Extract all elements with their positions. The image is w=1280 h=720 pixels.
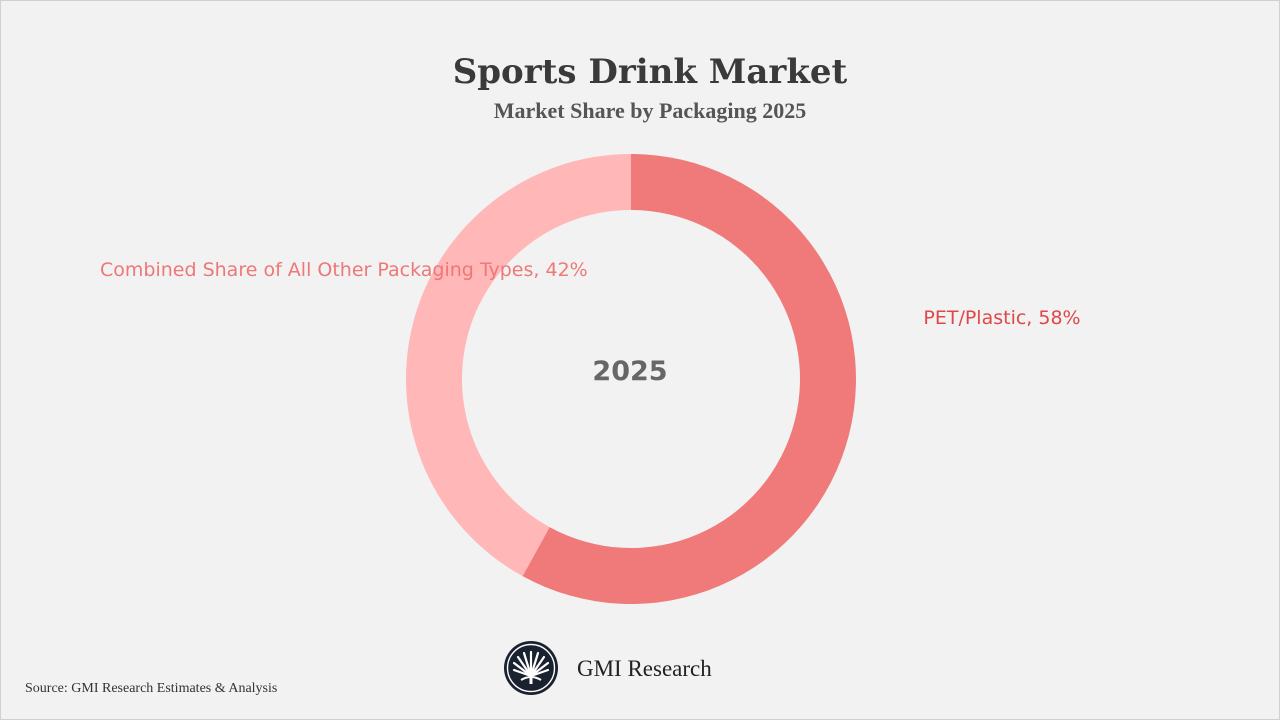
brand-name: GMI Research <box>577 656 712 681</box>
donut-center-label: 2025 <box>592 356 668 387</box>
donut-slice-combined-share-of-all-other-packaging-types <box>405 154 631 577</box>
source-note: Source: GMI Research Estimates & Analysi… <box>25 681 278 696</box>
slice-label-pet-plastic: PET/Plastic, 58% <box>923 307 1081 329</box>
chart-subtitle: Market Share by Packaging 2025 <box>493 98 807 123</box>
chart-title: Sports Drink Market <box>452 52 848 92</box>
donut-slice-pet-plastic <box>522 154 856 604</box>
slice-label-other-packaging: Combined Share of All Other Packaging Ty… <box>100 259 588 281</box>
fan-palm-logo-icon <box>504 641 558 695</box>
